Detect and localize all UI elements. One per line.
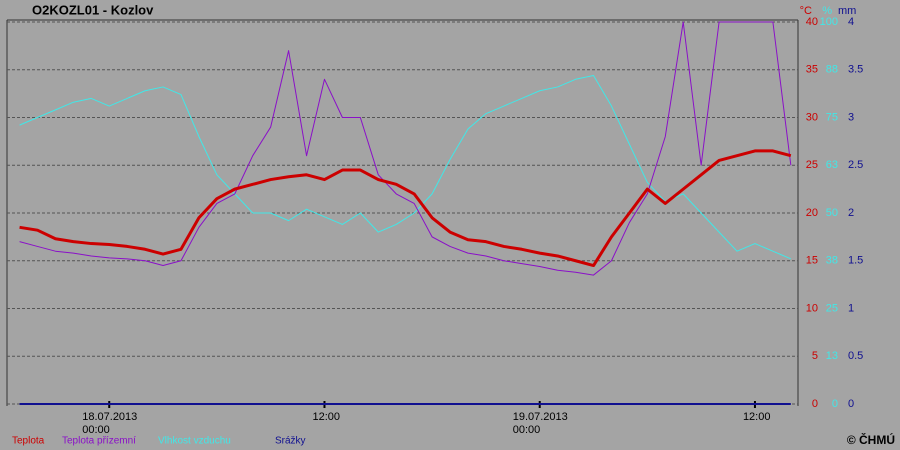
legend-entry: Teplota	[12, 436, 45, 447]
y2-tick-label: 63	[826, 159, 838, 171]
y2-tick-label: 25	[826, 302, 838, 314]
x-tick-date: 18.07.2013	[82, 411, 137, 423]
x-tick-date: 19.07.2013	[513, 411, 568, 423]
y3-tick-label: 0	[848, 398, 854, 410]
legend-entry: Vlhkost vzduchu	[158, 436, 231, 447]
chart-title: O2KOZL01 - Kozlov	[32, 2, 154, 17]
series-line	[19, 149, 792, 268]
y2-tick-label: 38	[826, 255, 838, 267]
y2-tick-label: 75	[826, 111, 838, 123]
legend-entry: Srážky	[275, 436, 306, 447]
series-line	[19, 74, 792, 260]
unit-y: °C	[800, 5, 812, 17]
x-tick-label: 00:00	[82, 424, 110, 436]
plot	[19, 21, 792, 405]
y-tick-label: 40	[806, 16, 818, 28]
y-tick-label: 0	[812, 398, 818, 410]
y3-tick-label: 2.5	[848, 159, 863, 171]
y-tick-label: 10	[806, 302, 818, 314]
y3-tick-label: 4	[848, 16, 854, 28]
y3-tick-label: 3.5	[848, 64, 863, 76]
x-tick-label: 12:00	[743, 411, 771, 423]
y2-tick-label: 50	[826, 207, 838, 219]
y3-tick-label: 1.5	[848, 255, 863, 267]
unit-y3: mm	[838, 5, 856, 17]
y3-tick-label: 1	[848, 302, 854, 314]
y2-tick-label: 88	[826, 64, 838, 76]
y-tick-label: 25	[806, 159, 818, 171]
y-tick-label: 20	[806, 207, 818, 219]
unit-y2: %	[822, 5, 832, 17]
y-tick-label: 5	[812, 350, 818, 362]
x-tick-label: 00:00	[513, 424, 541, 436]
y3-tick-label: 3	[848, 111, 854, 123]
footer: © ČHMÚ	[847, 432, 895, 447]
y2-tick-label: 0	[832, 398, 838, 410]
x-tick-label: 12:00	[312, 411, 340, 423]
y-tick-label: 15	[806, 255, 818, 267]
y-tick-label: 35	[806, 64, 818, 76]
y2-tick-label: 100	[820, 16, 838, 28]
legend-entry: Teplota přízemní	[62, 436, 136, 447]
y2-tick-label: 13	[826, 350, 838, 362]
y3-tick-label: 2	[848, 207, 854, 219]
series-line	[19, 21, 792, 276]
y3-tick-label: 0.5	[848, 350, 863, 362]
y-tick-label: 30	[806, 111, 818, 123]
